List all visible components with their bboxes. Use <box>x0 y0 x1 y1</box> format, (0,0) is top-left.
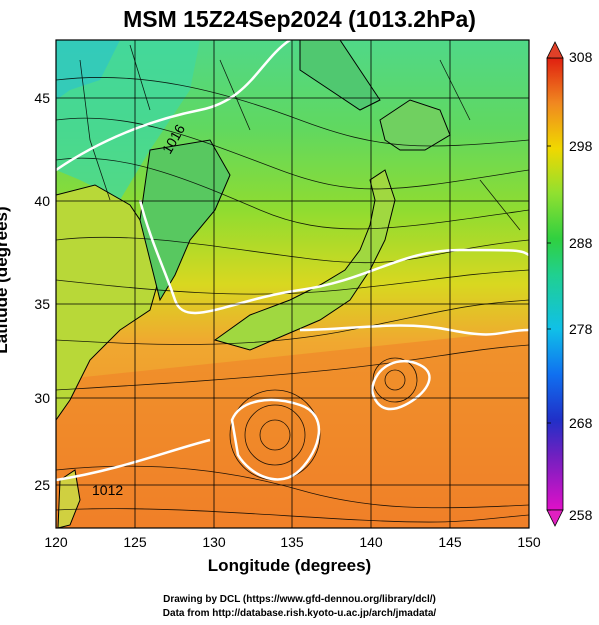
y-tick-label: 30 <box>34 390 50 406</box>
y-tick-label: 45 <box>34 90 50 106</box>
contour-label-1012: 1012 <box>92 482 123 498</box>
y-tick-label: 35 <box>34 296 50 312</box>
colorbar-tick-label: 268 <box>569 415 593 431</box>
colorbar: 258 268 278 288 298 308 <box>546 41 593 527</box>
y-axis: 25 30 35 40 45 <box>34 90 50 493</box>
colorbar-tick-label: 308 <box>569 49 593 65</box>
footer-source: Data from http://database.rish.kyoto-u.a… <box>162 608 437 619</box>
y-axis-label: Latitude (degrees) <box>0 206 11 354</box>
x-axis-label-text: Longitude (degrees) <box>207 556 372 575</box>
colorbar-tick-label: 298 <box>569 138 593 154</box>
colorbar-min-arrow <box>546 509 564 527</box>
x-tick-label: 140 <box>359 534 383 550</box>
colorbar-tick-label: 258 <box>569 507 593 523</box>
x-tick-label: 130 <box>202 534 226 550</box>
x-axis: 120 125 130 135 140 145 150 <box>44 534 541 550</box>
colorbar-tick-label: 288 <box>569 235 593 251</box>
map-grid <box>56 40 529 528</box>
x-tick-label: 145 <box>438 534 462 550</box>
footer-credit: Drawing by DCL (https://www.gfd-dennou.o… <box>163 594 436 605</box>
y-tick-label: 25 <box>34 477 50 493</box>
colorbar-max-arrow <box>546 41 564 59</box>
map-title: MSM 15Z24Sep2024 (1013.2hPa) <box>123 6 476 32</box>
colorbar-tick-label: 278 <box>569 321 593 337</box>
y-tick-label: 40 <box>34 193 50 209</box>
x-tick-label: 135 <box>280 534 304 550</box>
x-axis-label: Longitude (degrees) <box>0 556 599 576</box>
x-tick-label: 150 <box>517 534 541 550</box>
plot-frame <box>55 39 530 529</box>
x-tick-label: 120 <box>44 534 68 550</box>
temperature-field <box>56 40 529 528</box>
x-tick-label: 125 <box>123 534 147 550</box>
